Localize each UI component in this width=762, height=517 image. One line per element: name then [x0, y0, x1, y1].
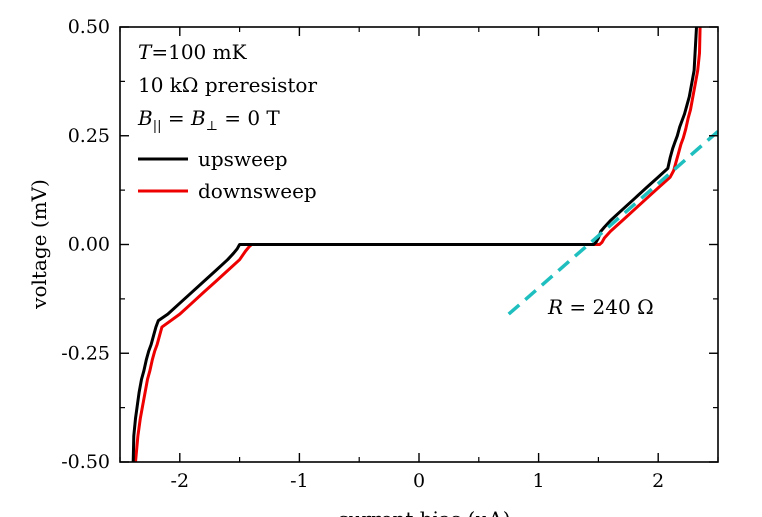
x-tick-label: 0	[413, 470, 425, 492]
legend-label-upsweep: upsweep	[198, 147, 288, 171]
annotation-resistance: R = 240 Ω	[547, 295, 654, 319]
x-axis-label: current bias (μA)	[337, 507, 510, 517]
y-tick-label: -0.25	[61, 342, 110, 364]
plot-frame	[119, 26, 719, 463]
series-layer	[131, 27, 718, 462]
legend: upsweep downsweep	[138, 147, 317, 203]
annotation-field: B|| = B⊥ = 0 T	[137, 106, 280, 134]
y-tick-label: 0.50	[68, 16, 110, 38]
legend-label-downsweep: downsweep	[198, 179, 317, 203]
y-tick-label: 0.25	[68, 125, 110, 147]
y-tick-label: -0.50	[61, 451, 110, 473]
series-line-fit	[507, 130, 718, 316]
y-tick-label: 0.00	[68, 234, 110, 256]
series-line-upsweep	[131, 27, 698, 462]
annotation-preresistor: 10 kΩ preresistor	[138, 73, 317, 97]
x-tick-label: -1	[290, 470, 309, 492]
x-tick-label: 2	[652, 470, 664, 492]
x-tick-label: -2	[171, 470, 190, 492]
annotation-temperature: T=100 mK	[138, 40, 248, 64]
y-axis-label: voltage (mV)	[27, 179, 51, 310]
x-tick-label: 1	[533, 470, 545, 492]
